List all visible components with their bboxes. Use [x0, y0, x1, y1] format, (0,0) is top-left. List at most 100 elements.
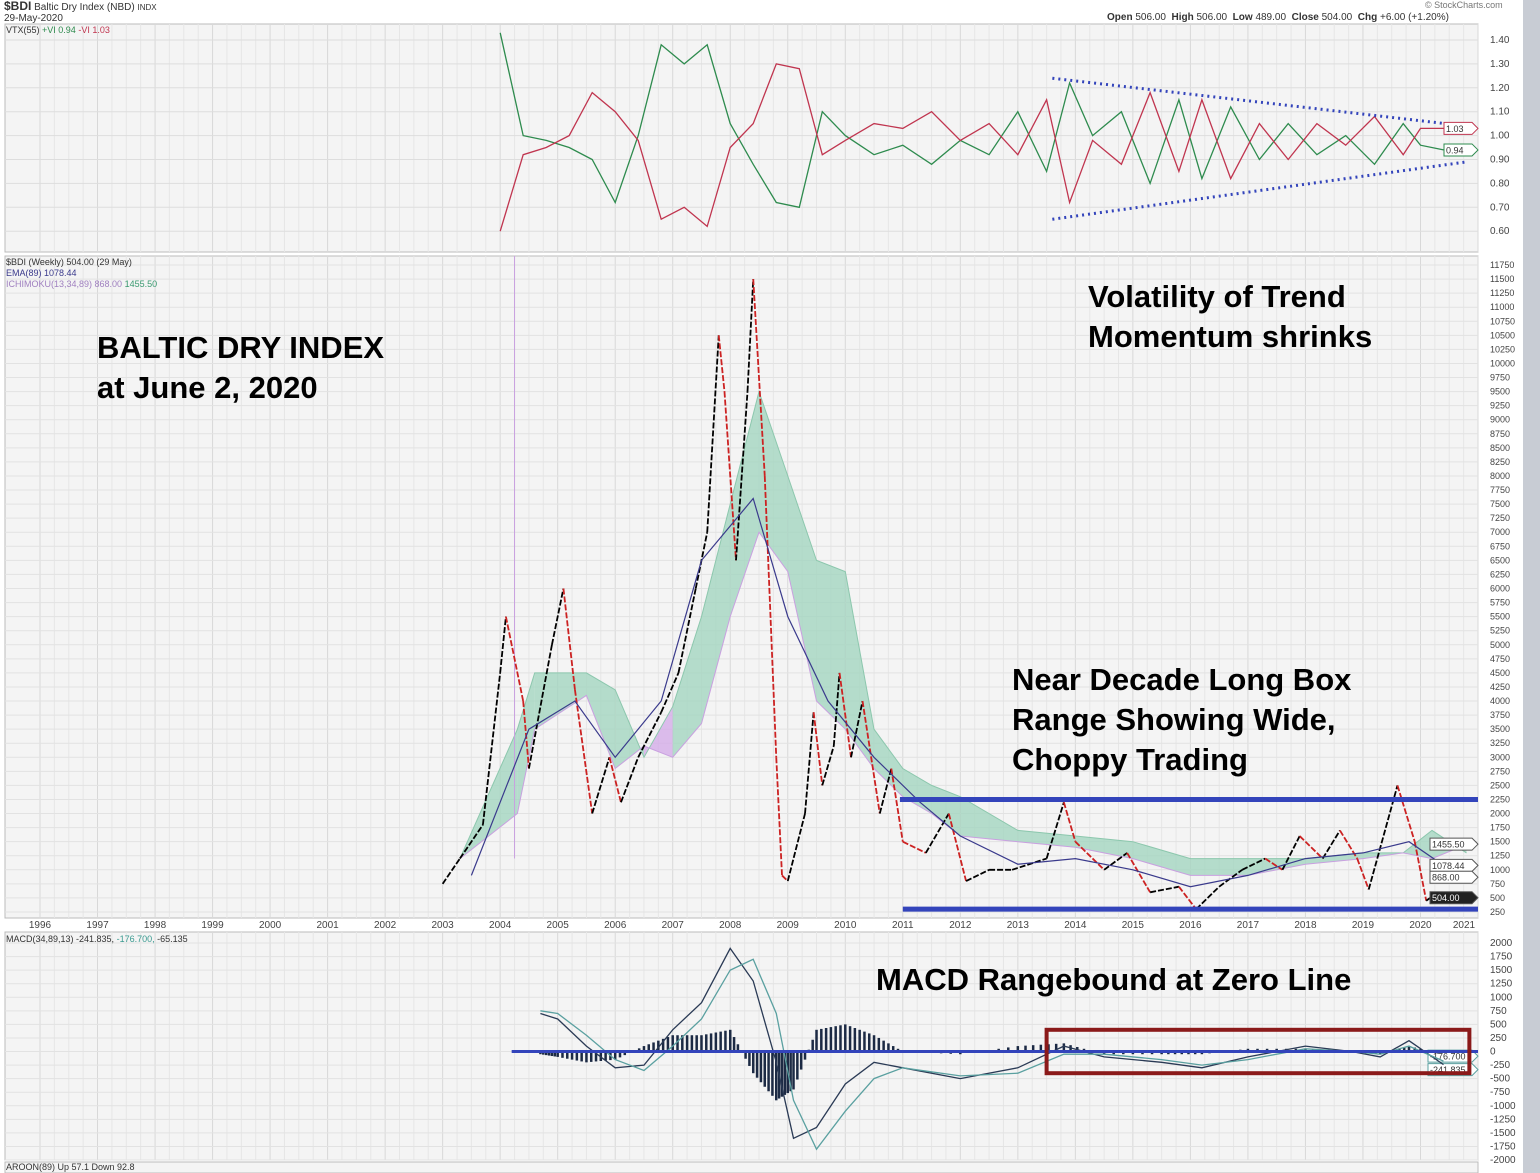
price-y-tick-label: 3500 — [1490, 724, 1510, 734]
chart-date: 29-May-2020 — [4, 13, 63, 24]
vtx-y-tick-label: 1.20 — [1490, 83, 1510, 94]
price-bar-segment — [832, 672, 841, 747]
price-y-tick-label: 10750 — [1490, 316, 1515, 326]
ichimoku-span-b — [459, 531, 1467, 876]
x-tick-label: 1998 — [144, 920, 167, 931]
ichimoku-cloud-segment — [1017, 830, 1076, 848]
price-bar-segment — [1178, 886, 1197, 910]
ema-legend: EMA(89) 1078.44 — [6, 268, 77, 278]
price-bar-segment — [1281, 835, 1301, 871]
ichimoku-cloud-segment — [874, 729, 903, 797]
x-tick-label: 2007 — [662, 920, 685, 931]
price-y-tick-label: 3000 — [1490, 752, 1510, 762]
vtx-y-tick-label: 0.90 — [1490, 155, 1510, 166]
x-tick-label: 2002 — [374, 920, 397, 931]
price-y-tick-label: 1250 — [1490, 851, 1510, 861]
price-y-tick-label: 11250 — [1490, 288, 1514, 298]
price-y-tick-label: 6250 — [1490, 569, 1510, 579]
vtx-y-tick-label: 0.80 — [1490, 178, 1510, 189]
annotation-box-line2: Range Showing Wide, — [1012, 702, 1336, 737]
symbol: $BDI — [4, 0, 32, 13]
annotation-box-line1: Near Decade Long Box — [1012, 662, 1352, 697]
x-tick-label: 2010 — [834, 920, 857, 931]
low-value: 489.00 — [1255, 12, 1287, 23]
x-tick-label: 2001 — [316, 920, 339, 931]
macd-legend: MACD(34,89,13) -241.835, -176.700, -65.1… — [6, 934, 188, 945]
last-value-tag-text: 1078.44 — [1432, 861, 1465, 871]
panel-1 — [4, 255, 1479, 919]
chg-value: +6.00 (+1.20%) — [1380, 12, 1449, 23]
vtx-last-tag-text: 1.03 — [1446, 124, 1464, 134]
price-bar-segment — [1011, 857, 1047, 871]
ichimoku-cloud-segment — [787, 475, 817, 702]
price-bar-segment — [1103, 852, 1128, 871]
price-bar-segment — [1321, 829, 1341, 860]
price-y-tick-label: 9500 — [1490, 387, 1510, 397]
last-value-tag — [1429, 858, 1479, 872]
price-bar-segment — [1195, 886, 1220, 910]
price-bar-segment — [804, 712, 815, 814]
x-tick-label: 1999 — [201, 920, 224, 931]
ema-line — [470, 497, 1444, 888]
macd-y-tick-label: 1250 — [1490, 979, 1513, 990]
x-tick-label: 2016 — [1179, 920, 1202, 931]
price-y-tick-label: 9750 — [1490, 373, 1510, 383]
price-y-tick-label: 9000 — [1490, 415, 1510, 425]
macd-y-tick-label: 1000 — [1490, 992, 1513, 1003]
high-label: High — [1171, 12, 1194, 23]
price-y-tick-label: 4250 — [1490, 682, 1510, 692]
price-y-tick-label: 9250 — [1490, 401, 1510, 411]
price-bar-segment — [706, 335, 720, 533]
ichimoku-cloud-segment — [845, 571, 875, 769]
ichimoku-cloud-segment — [701, 504, 731, 724]
price-bar-segment — [1264, 857, 1283, 871]
macd-y-tick-label: 1500 — [1490, 965, 1513, 976]
exchange: INDX — [137, 3, 157, 12]
macd-y-tick-label: 2000 — [1490, 938, 1513, 949]
macd-y-tick-label: -1750 — [1490, 1141, 1516, 1152]
vtx-y-tick-label: 1.30 — [1490, 59, 1510, 70]
x-tick-label: 2005 — [547, 920, 570, 931]
price-y-tick-label: 8000 — [1490, 471, 1510, 481]
annotation-title-line1: BALTIC DRY INDEX — [97, 330, 385, 365]
price-y-tick-label: 3750 — [1490, 710, 1510, 720]
vtx-y-tick-label: 0.60 — [1490, 226, 1510, 237]
ichimoku-span-a — [459, 389, 1467, 860]
price-bar-segment — [574, 689, 594, 814]
x-tick-label: 2018 — [1294, 920, 1317, 931]
high-value: 506.00 — [1196, 12, 1228, 23]
annotation-volatility-line1: Volatility of Trend — [1088, 279, 1346, 314]
x-tick-label: 2019 — [1352, 920, 1375, 931]
vtx-legend-label: VTX(55) — [6, 25, 40, 35]
x-tick-label: 2021 — [1453, 920, 1476, 931]
vtx-y-tick-label: 1.10 — [1490, 107, 1510, 118]
last-value-tag-text: 504.00 — [1432, 893, 1460, 903]
price-bar-segment — [781, 874, 789, 882]
ichimoku-cloud-segment — [1075, 836, 1133, 859]
x-tick-label: 2017 — [1237, 920, 1260, 931]
last-value-tag — [1429, 891, 1479, 905]
price-bar-segment — [861, 700, 881, 814]
price-y-tick-label: 7750 — [1490, 485, 1510, 495]
x-tick-label: 1997 — [86, 920, 109, 931]
macd-y-tick-label: -250 — [1490, 1060, 1510, 1071]
x-tick-label: 2008 — [719, 920, 742, 931]
macd-y-tick-label: -2000 — [1490, 1155, 1516, 1166]
macd-y-tick-label: 0 — [1490, 1047, 1496, 1058]
price-bar-segment — [723, 391, 737, 561]
macd-last-tag-text: -241.835 — [1430, 1065, 1466, 1075]
ichimoku-cloud-segment — [672, 616, 702, 758]
price-bar-segment — [1241, 857, 1266, 871]
annotation-volatility: Volatility of Trend Momentum shrinks — [1088, 277, 1372, 357]
price-bar-segment — [717, 335, 726, 392]
price-y-tick-label: 6500 — [1490, 555, 1510, 565]
price-bar-segment — [591, 757, 611, 814]
price-bar-segment — [1074, 841, 1105, 871]
macd-line — [540, 947, 1444, 1140]
price-y-tick-label: 4750 — [1490, 654, 1510, 664]
price-y-tick-label: 2250 — [1490, 794, 1510, 804]
ichimoku-cloud-segment — [902, 768, 932, 814]
price-y-tick-label: 1000 — [1490, 865, 1510, 875]
price-y-tick-label: 4500 — [1490, 668, 1510, 678]
